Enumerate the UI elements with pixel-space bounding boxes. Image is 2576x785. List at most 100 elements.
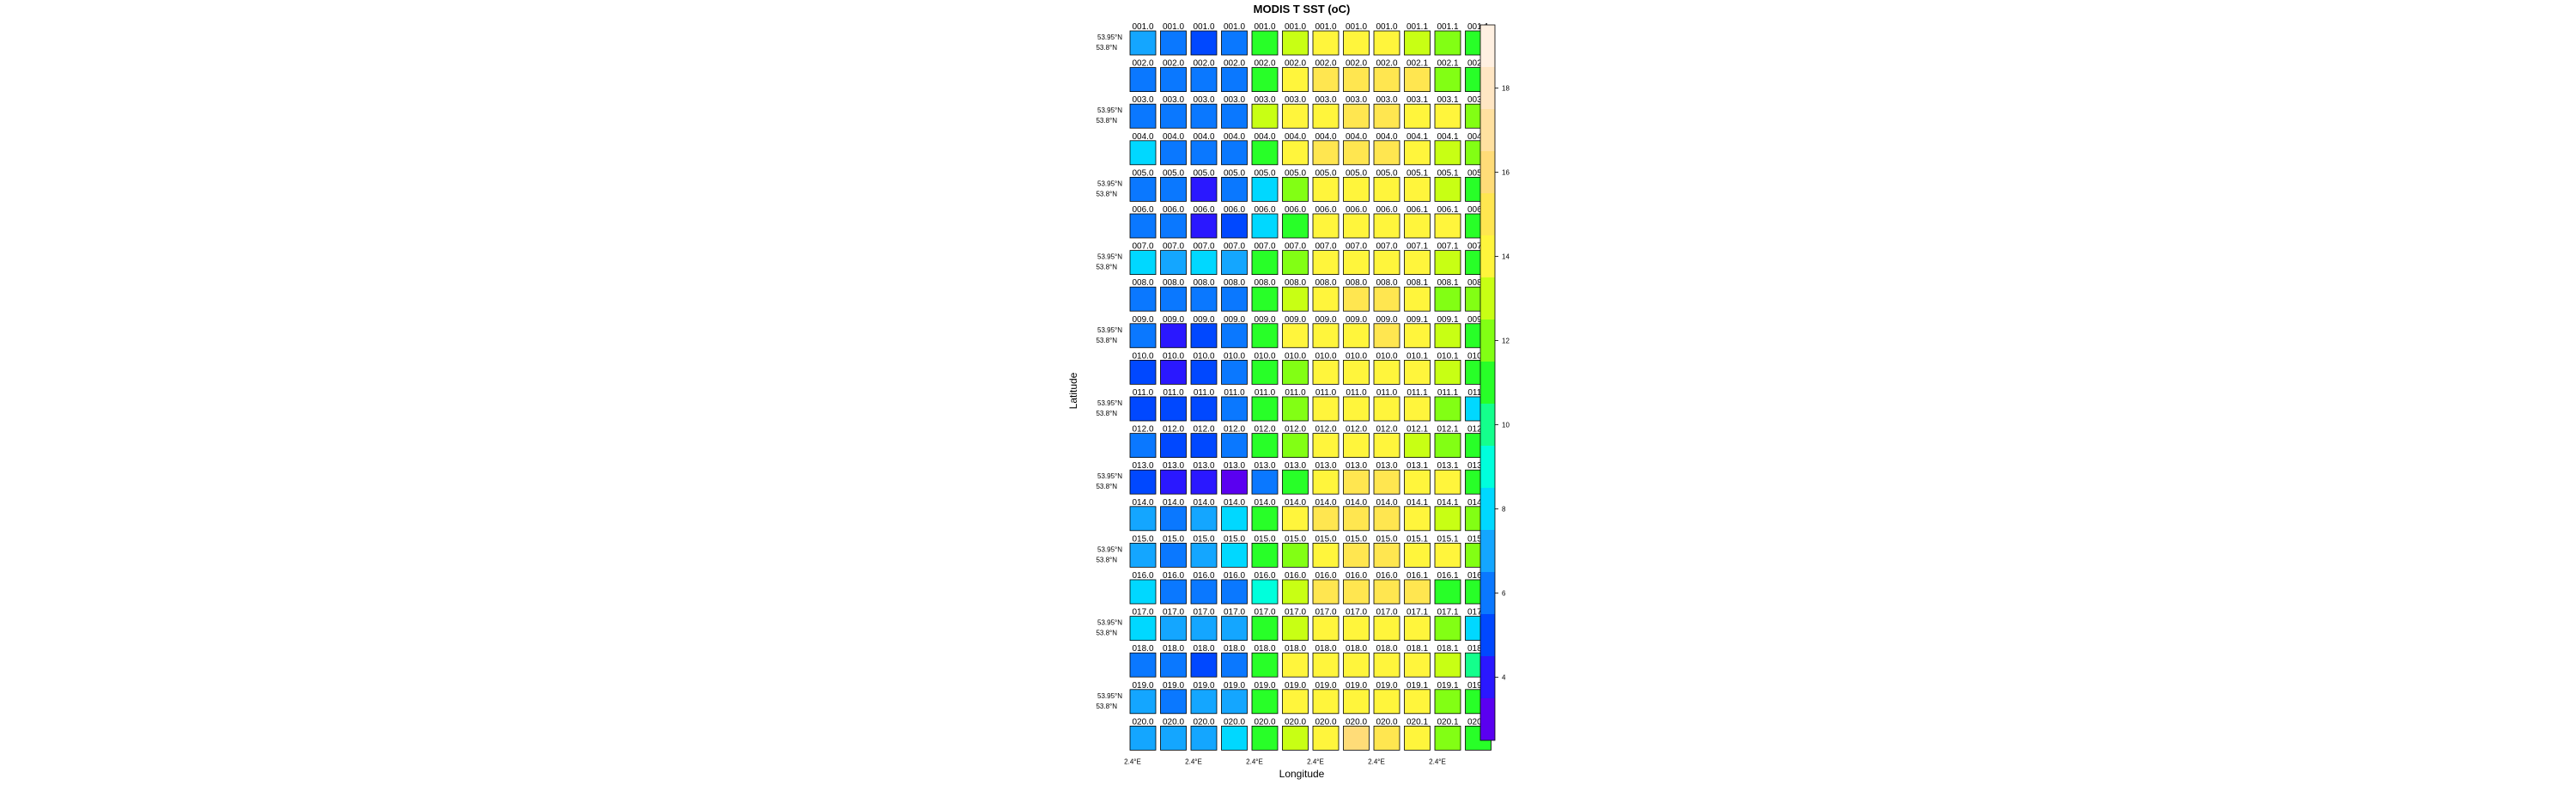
panel: 012.0 — [1251, 425, 1279, 459]
sst-cell — [1373, 543, 1400, 568]
panel: 013.0 — [1129, 461, 1157, 495]
sst-cell — [1190, 579, 1218, 605]
panel-label: 003.0 — [1163, 95, 1184, 105]
panel: 019.0 — [1190, 681, 1218, 715]
sst-cell — [1190, 469, 1218, 495]
panel-label: 011.0 — [1376, 388, 1398, 398]
panel-label: 009.0 — [1224, 315, 1245, 325]
sst-cell — [1190, 433, 1218, 459]
colorbar-level — [1480, 67, 1495, 109]
colorbar-level — [1480, 530, 1495, 572]
panel-label: 010.0 — [1224, 351, 1245, 361]
sst-cell — [1434, 726, 1461, 751]
panel-label: 016.0 — [1315, 571, 1336, 581]
panel: 010.0 — [1282, 351, 1309, 385]
sst-cell — [1129, 579, 1157, 605]
sst-cell — [1190, 250, 1218, 276]
sst-cell — [1129, 359, 1157, 385]
panel: 008.0 — [1343, 278, 1370, 312]
sst-cell — [1190, 176, 1218, 202]
panel-label: 012.0 — [1163, 425, 1184, 435]
sst-cell — [1251, 140, 1279, 166]
x-tick-label: 2.4°E — [1307, 758, 1324, 765]
panel-label: 001.0 — [1346, 22, 1367, 32]
panel: 014.0 — [1282, 498, 1309, 532]
sst-cell — [1434, 213, 1461, 239]
sst-cell — [1190, 616, 1218, 641]
sst-cell — [1434, 543, 1461, 568]
x-tick-label: 2.4°E — [1429, 758, 1446, 765]
panel: 009.0 — [1312, 315, 1340, 349]
panel: 016.0 — [1343, 571, 1370, 605]
panel-label: 011.1 — [1437, 388, 1459, 398]
panel: 001.0 — [1343, 22, 1370, 56]
panel-label: 015.0 — [1376, 534, 1397, 544]
sst-cell — [1160, 30, 1187, 56]
panel-label: 005.0 — [1163, 168, 1184, 178]
panel: 018.0 — [1312, 644, 1340, 678]
sst-cell — [1312, 67, 1340, 92]
sst-cell — [1160, 469, 1187, 495]
sst-cell — [1160, 286, 1187, 312]
panel-label: 010.0 — [1315, 351, 1336, 361]
sst-cell — [1343, 176, 1370, 202]
panel: 001.0 — [1251, 22, 1279, 56]
colorbar-level — [1480, 446, 1495, 488]
panel-label: 005.1 — [1406, 168, 1428, 178]
panel-label: 014.1 — [1437, 498, 1458, 508]
sst-cell — [1160, 140, 1187, 166]
sst-cell — [1251, 176, 1279, 202]
sst-cell — [1160, 543, 1187, 568]
sst-cell — [1343, 726, 1370, 751]
sst-cell — [1160, 689, 1187, 715]
panel-label: 014.0 — [1346, 498, 1367, 508]
panel-label: 008.0 — [1132, 278, 1153, 288]
panel-label: 005.0 — [1315, 168, 1336, 178]
sst-cell — [1282, 433, 1309, 459]
panel-label: 011.1 — [1406, 388, 1428, 398]
sst-cell — [1312, 140, 1340, 166]
sst-cell — [1221, 286, 1248, 312]
sst-cell — [1312, 396, 1340, 422]
panel-label: 004.1 — [1406, 132, 1428, 142]
panel-label: 007.1 — [1406, 242, 1428, 252]
panel-label: 018.0 — [1315, 644, 1336, 654]
panel-label: 009.0 — [1376, 315, 1397, 325]
sst-cell — [1129, 433, 1157, 459]
panel-label: 015.0 — [1285, 534, 1306, 544]
panel-label: 002.0 — [1285, 59, 1306, 69]
panel-label: 012.0 — [1315, 425, 1336, 435]
panel-label: 003.0 — [1285, 95, 1306, 105]
panel: 009.0 — [1221, 315, 1248, 349]
panel-label: 010.0 — [1376, 351, 1397, 361]
panel: 011.0 — [1251, 388, 1279, 422]
panel-label: 004.1 — [1437, 132, 1458, 142]
panel: 017.0 — [1282, 608, 1309, 641]
panel-label: 017.0 — [1132, 608, 1153, 618]
panel-label: 008.0 — [1315, 278, 1336, 288]
panel-label: 004.0 — [1132, 132, 1153, 142]
sst-cell — [1434, 103, 1461, 129]
panel-label: 010.0 — [1132, 351, 1153, 361]
panel: 008.1 — [1404, 278, 1431, 312]
panel: 020.1 — [1404, 717, 1431, 751]
sst-cell — [1434, 359, 1461, 385]
panel-label: 020.0 — [1254, 717, 1275, 727]
panel-label: 018.0 — [1285, 644, 1306, 654]
x-tick-label: 2.4°E — [1246, 758, 1263, 765]
sst-cell — [1282, 579, 1309, 605]
sst-cell — [1312, 30, 1340, 56]
panel-label: 007.0 — [1346, 242, 1367, 252]
panel-label: 013.1 — [1437, 461, 1458, 471]
sst-cell — [1404, 323, 1431, 349]
sst-cell — [1221, 506, 1248, 532]
panel-label: 016.0 — [1193, 571, 1214, 581]
panel: 009.0 — [1343, 315, 1370, 349]
panel-label: 005.1 — [1467, 168, 1489, 178]
sst-cell — [1343, 213, 1370, 239]
sst-cell — [1129, 103, 1157, 129]
x-axis-label: Longitude — [1279, 768, 1325, 780]
sst-cell — [1312, 689, 1340, 715]
panel: 015.0 — [1312, 534, 1340, 568]
panel-label: 008.1 — [1437, 278, 1458, 288]
